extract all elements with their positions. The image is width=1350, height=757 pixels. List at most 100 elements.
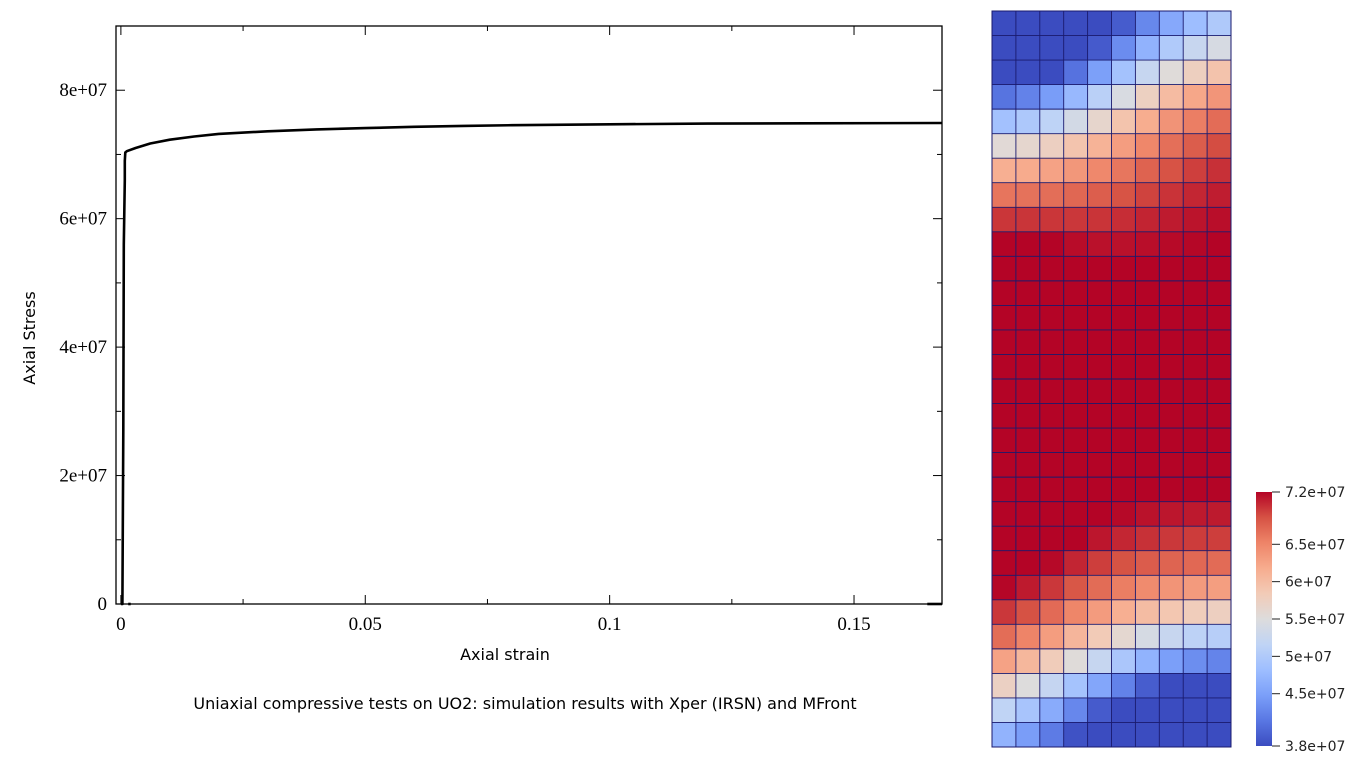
mesh-cell <box>1183 428 1208 454</box>
mesh-cell <box>1063 624 1089 650</box>
mesh-cell <box>1039 673 1065 699</box>
mesh-cell <box>992 354 1017 380</box>
mesh-cell <box>1207 477 1232 503</box>
mesh-cell <box>1111 403 1136 429</box>
mesh-cell <box>1135 133 1160 159</box>
mesh-cell <box>992 575 1017 601</box>
mesh-cell <box>1015 648 1041 674</box>
mesh-cell <box>1015 722 1041 748</box>
colorbar-tick-label: 5.5e+07 <box>1285 612 1345 628</box>
mesh-cell <box>1015 428 1041 454</box>
mesh-cell <box>1015 256 1041 282</box>
mesh-cell <box>1207 550 1232 576</box>
mesh-cell <box>1183 452 1208 478</box>
mesh-cell <box>1135 403 1160 429</box>
mesh-cell <box>1039 648 1065 674</box>
mesh-cell <box>1063 648 1089 674</box>
mesh-cell <box>1087 329 1112 355</box>
mesh-cell <box>1063 329 1089 355</box>
y-tick-label: 4e+07 <box>59 337 107 358</box>
mesh-cell <box>1207 452 1232 478</box>
colorbar-tick-label: 5e+07 <box>1285 649 1332 665</box>
mesh-cell <box>1159 379 1184 405</box>
mesh-cell <box>1087 428 1112 454</box>
mesh-cell <box>1135 428 1160 454</box>
mesh-cell <box>1159 428 1184 454</box>
mesh-cell <box>1207 35 1232 61</box>
mesh-cell <box>1111 35 1136 61</box>
mesh-cell <box>1111 599 1136 625</box>
mesh-cell <box>1087 379 1112 405</box>
mesh-cell <box>1039 158 1065 184</box>
mesh-cell <box>1135 305 1160 331</box>
mesh-cell <box>1135 624 1160 650</box>
mesh-cell <box>1015 182 1041 208</box>
mesh-cell <box>1015 477 1041 503</box>
mesh-cell <box>1111 60 1136 86</box>
mesh-cell <box>1039 60 1065 86</box>
mesh-cell <box>1039 624 1065 650</box>
y-axis-label: Axial Stress <box>20 291 39 384</box>
mesh-cell <box>1183 575 1208 601</box>
mesh-cell <box>1183 599 1208 625</box>
mesh-cell <box>1087 182 1112 208</box>
mesh-cell <box>1207 231 1232 257</box>
mesh-cell <box>1087 501 1112 527</box>
mesh-cell <box>1015 526 1041 552</box>
series-layer <box>120 121 943 606</box>
mesh-cell <box>1111 354 1136 380</box>
mesh-cell <box>992 305 1017 331</box>
mesh-cell <box>992 428 1017 454</box>
mesh-cell <box>1135 501 1160 527</box>
mesh-cell <box>1039 379 1065 405</box>
mesh-cell <box>1111 158 1136 184</box>
mesh-cell <box>1087 575 1112 601</box>
mesh-cell <box>1111 697 1136 723</box>
mesh-cell <box>1111 501 1136 527</box>
mesh-cell <box>992 501 1017 527</box>
mesh-cell <box>1159 477 1184 503</box>
mesh-cell <box>1135 207 1160 233</box>
mesh-cell <box>992 84 1017 110</box>
mesh-cell <box>992 624 1017 650</box>
mesh-cell <box>1111 550 1136 576</box>
mesh-cell <box>1159 280 1184 306</box>
axis-ticks <box>116 25 942 605</box>
mesh-cell <box>1039 256 1065 282</box>
mesh-cell <box>1039 207 1065 233</box>
mesh-cell <box>1063 11 1089 37</box>
mesh-cell <box>1039 182 1065 208</box>
mesh-cell <box>1015 35 1041 61</box>
mesh-cell <box>1159 182 1184 208</box>
mesh-cell <box>1159 575 1184 601</box>
mesh-cell <box>992 280 1017 306</box>
mesh-cell <box>1135 60 1160 86</box>
mesh-cell <box>1135 158 1160 184</box>
mesh-cell <box>1159 109 1184 135</box>
mesh-cell <box>1207 133 1232 159</box>
mesh-cell <box>1063 60 1089 86</box>
mesh-cell <box>1135 354 1160 380</box>
mesh-cell <box>1087 84 1112 110</box>
mesh-cell <box>1159 452 1184 478</box>
mesh-cell <box>1159 60 1184 86</box>
mesh-cell <box>1207 624 1232 650</box>
mesh-cell <box>1135 697 1160 723</box>
mesh-cell <box>1063 550 1089 576</box>
mesh-cell <box>1183 207 1208 233</box>
mesh-cell <box>992 231 1017 257</box>
mesh-cell <box>1135 550 1160 576</box>
mesh-cell <box>1015 575 1041 601</box>
mesh-cell <box>1087 697 1112 723</box>
mesh-cell <box>1087 403 1112 429</box>
mesh-cell <box>1183 109 1208 135</box>
mesh-cell <box>992 673 1017 699</box>
mesh-cell <box>1183 84 1208 110</box>
mesh-cell <box>1159 329 1184 355</box>
mesh-cell <box>1207 280 1232 306</box>
mesh-cell <box>1063 697 1089 723</box>
mesh-cell <box>1135 182 1160 208</box>
mesh-cell <box>1183 133 1208 159</box>
mesh-cell <box>1111 231 1136 257</box>
mesh-cell <box>1039 428 1065 454</box>
